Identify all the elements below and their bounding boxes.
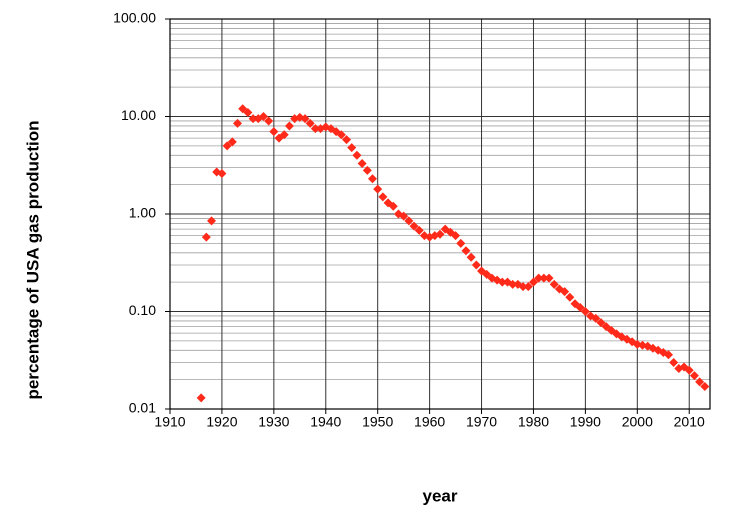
data-point [508,279,518,289]
data-point [404,216,414,226]
data-point [596,318,606,328]
x-tick-label: 1910 [154,414,185,430]
plot-border [169,18,711,410]
data-point [539,273,549,283]
data-point [362,165,372,175]
data-point [497,277,507,287]
data-point [373,184,383,194]
data-point [378,192,388,202]
data-point [663,350,673,360]
y-tick-label: 0.10 [129,302,156,318]
data-point [248,114,258,124]
data-point [321,122,331,132]
data-point [233,118,242,128]
data-point [544,273,554,283]
data-point [352,150,362,160]
data-point [284,121,294,131]
data-point [357,158,367,168]
data-point [560,287,570,297]
data-point [456,238,466,248]
x-tick-label: 1940 [310,414,341,430]
data-point [243,107,253,117]
data-point [471,260,481,270]
data-point [227,137,237,147]
y-tick-label: 10.00 [121,107,156,123]
data-point [580,307,590,316]
data-point [399,211,409,221]
data-point [700,382,710,392]
data-point [316,124,326,134]
x-tick-label: 1950 [362,414,393,430]
data-point [414,225,424,235]
data-point [258,112,268,121]
data-point [695,377,705,387]
x-tick-label: 1980 [518,414,549,430]
data-point [264,116,274,126]
data-point [305,118,315,128]
data-point [435,229,445,239]
data-point [201,232,211,242]
x-tick-label: 2000 [622,414,653,430]
data-point [222,141,232,151]
data-point [466,252,476,262]
x-tick-label: 2010 [674,414,705,430]
data-point [565,292,575,302]
data-point [669,357,679,367]
data-point [347,143,357,153]
data-point [534,273,544,283]
data-point [451,231,461,241]
data-point [300,114,310,124]
data-point [196,393,206,403]
y-tick-label: 100.00 [113,10,156,26]
x-tick-label: 1930 [258,414,289,430]
data-point [279,130,289,140]
x-tick-label: 1990 [570,414,601,430]
data-point [549,279,559,289]
y-tick-label: 1.00 [129,205,156,221]
data-point [207,216,217,226]
data-point [591,313,601,323]
y-tick-label: 0.01 [129,400,156,416]
x-tick-label: 1920 [206,414,237,430]
data-point [388,201,398,211]
data-point [336,130,346,140]
data-point [461,246,471,256]
x-tick-label: 1970 [466,414,497,430]
data-point [684,365,694,375]
data-point [217,169,227,179]
data-point [269,127,279,137]
data-point [523,282,533,292]
data-point [342,135,352,145]
data-point [689,371,699,381]
data-point [409,221,419,231]
x-tick-label: 1960 [414,414,445,430]
data-point [528,277,538,287]
data-point [310,124,320,134]
y-axis-label: percentage of USA gas production [23,121,42,400]
data-point [518,282,528,292]
data-point [575,302,585,312]
data-point [368,174,377,184]
x-axis-label: year [423,486,458,505]
